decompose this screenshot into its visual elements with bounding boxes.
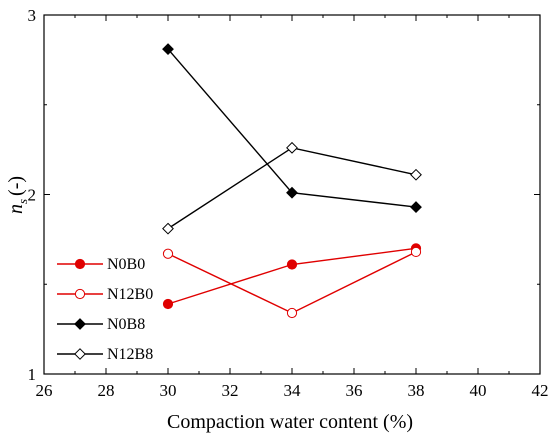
- legend: N0B0 N12B0 N0B8 N12B8: [57, 256, 153, 363]
- x-tick-label: 28: [98, 381, 115, 400]
- y-tick-label: 3: [28, 6, 37, 25]
- axes: 26 28 30 32 34 36 38 40 42 1 2 3: [28, 6, 549, 400]
- y-tick-label: 2: [28, 186, 37, 205]
- data-point-n0b0: [286, 259, 298, 270]
- data-point-n0b8: [410, 201, 422, 213]
- x-axis-label: Compaction water content (%): [167, 411, 413, 433]
- legend-item-n0b0: N0B0: [57, 256, 145, 273]
- data-point-n12b8: [286, 141, 298, 154]
- series-n0b0: [162, 243, 422, 310]
- series-layer: [162, 43, 422, 319]
- x-tick-label: 36: [346, 381, 363, 400]
- series-n0b8: [162, 43, 422, 213]
- legend-item-n12b8: N12B8: [57, 346, 153, 363]
- series-n12b0: [162, 246, 422, 319]
- legend-label-n0b0: N0B0: [107, 256, 145, 273]
- series-line-n0b0: [167, 247, 417, 305]
- y-tick-label: 1: [28, 365, 37, 384]
- x-tick-label: 42: [532, 381, 549, 400]
- legend-marker-n12b8: [74, 348, 86, 360]
- data-point-n12b0: [162, 248, 174, 259]
- data-point-n0b8: [162, 43, 174, 56]
- data-point-n12b0: [410, 246, 422, 258]
- x-tick-label: 30: [160, 381, 177, 400]
- y-axis-label-main: n: [5, 204, 27, 214]
- series-line-n0b8: [167, 48, 417, 208]
- x-tick-label: 38: [408, 381, 425, 400]
- data-point-n0b8: [286, 186, 298, 199]
- legend-item-n0b8: N0B8: [57, 316, 145, 333]
- legend-item-n12b0: N12B0: [57, 286, 153, 303]
- x-tick-label: 40: [470, 381, 487, 400]
- data-point-n12b8: [162, 222, 174, 235]
- y-axis-label-sub: s: [15, 199, 30, 204]
- data-point-n0b0: [162, 298, 174, 310]
- legend-label-n12b8: N12B8: [107, 346, 153, 363]
- y-axis-label: ns (-): [5, 176, 30, 214]
- x-tick-label: 32: [222, 381, 239, 400]
- legend-label-n12b0: N12B0: [107, 286, 153, 303]
- legend-marker-n0b8: [74, 318, 86, 330]
- y-axis-label-suffix: (-): [5, 176, 27, 196]
- x-tick-label: 26: [36, 381, 53, 400]
- legend-label-n0b8: N0B8: [107, 316, 145, 333]
- data-point-n12b0: [286, 307, 298, 319]
- svg-text:ns(-): ns (-): [5, 176, 30, 214]
- legend-marker-n0b0: [74, 258, 86, 270]
- x-tick-label: 34: [284, 381, 302, 400]
- legend-marker-n12b0: [74, 288, 86, 300]
- data-point-n12b8: [410, 168, 422, 181]
- series-n12b8: [162, 141, 422, 235]
